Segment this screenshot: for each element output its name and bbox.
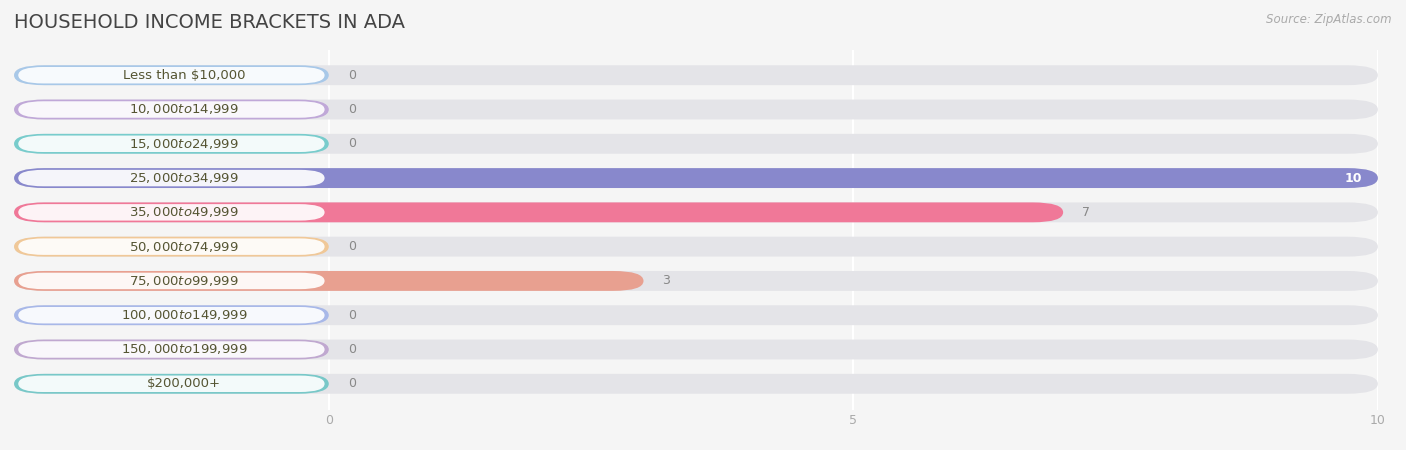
FancyBboxPatch shape — [18, 67, 325, 83]
Text: $200,000+: $200,000+ — [148, 377, 221, 390]
FancyBboxPatch shape — [14, 202, 1378, 222]
Text: $150,000 to $199,999: $150,000 to $199,999 — [121, 342, 247, 356]
FancyBboxPatch shape — [14, 305, 329, 325]
Text: $100,000 to $149,999: $100,000 to $149,999 — [121, 308, 247, 322]
FancyBboxPatch shape — [14, 134, 329, 154]
Text: Source: ZipAtlas.com: Source: ZipAtlas.com — [1267, 14, 1392, 27]
Text: $50,000 to $74,999: $50,000 to $74,999 — [129, 240, 239, 254]
FancyBboxPatch shape — [18, 204, 325, 220]
Text: $10,000 to $14,999: $10,000 to $14,999 — [129, 103, 239, 117]
Text: 3: 3 — [662, 274, 671, 288]
Text: 0: 0 — [347, 240, 356, 253]
Text: 7: 7 — [1083, 206, 1090, 219]
Text: 0: 0 — [347, 343, 356, 356]
FancyBboxPatch shape — [18, 376, 325, 392]
FancyBboxPatch shape — [18, 170, 325, 186]
Text: 0: 0 — [347, 377, 356, 390]
FancyBboxPatch shape — [14, 134, 1378, 154]
FancyBboxPatch shape — [14, 271, 1378, 291]
FancyBboxPatch shape — [14, 374, 329, 394]
Text: 0: 0 — [347, 103, 356, 116]
Text: 0: 0 — [347, 69, 356, 82]
Text: $75,000 to $99,999: $75,000 to $99,999 — [129, 274, 239, 288]
FancyBboxPatch shape — [14, 99, 329, 119]
FancyBboxPatch shape — [14, 237, 329, 256]
FancyBboxPatch shape — [14, 168, 1378, 188]
FancyBboxPatch shape — [14, 168, 1378, 188]
FancyBboxPatch shape — [14, 99, 1378, 119]
FancyBboxPatch shape — [14, 271, 644, 291]
FancyBboxPatch shape — [14, 65, 1378, 85]
FancyBboxPatch shape — [18, 273, 325, 289]
FancyBboxPatch shape — [14, 237, 1378, 256]
Text: $15,000 to $24,999: $15,000 to $24,999 — [129, 137, 239, 151]
FancyBboxPatch shape — [18, 238, 325, 255]
FancyBboxPatch shape — [18, 101, 325, 118]
FancyBboxPatch shape — [18, 307, 325, 324]
Text: 10: 10 — [1344, 171, 1362, 184]
Text: 0: 0 — [347, 137, 356, 150]
FancyBboxPatch shape — [14, 65, 329, 85]
Text: Less than $10,000: Less than $10,000 — [122, 69, 245, 82]
FancyBboxPatch shape — [14, 340, 1378, 360]
Text: $35,000 to $49,999: $35,000 to $49,999 — [129, 205, 239, 219]
FancyBboxPatch shape — [18, 341, 325, 358]
FancyBboxPatch shape — [18, 135, 325, 152]
Text: HOUSEHOLD INCOME BRACKETS IN ADA: HOUSEHOLD INCOME BRACKETS IN ADA — [14, 14, 405, 32]
Text: 0: 0 — [347, 309, 356, 322]
FancyBboxPatch shape — [14, 202, 1063, 222]
Text: $25,000 to $34,999: $25,000 to $34,999 — [129, 171, 239, 185]
FancyBboxPatch shape — [14, 305, 1378, 325]
FancyBboxPatch shape — [14, 340, 329, 360]
FancyBboxPatch shape — [14, 374, 1378, 394]
